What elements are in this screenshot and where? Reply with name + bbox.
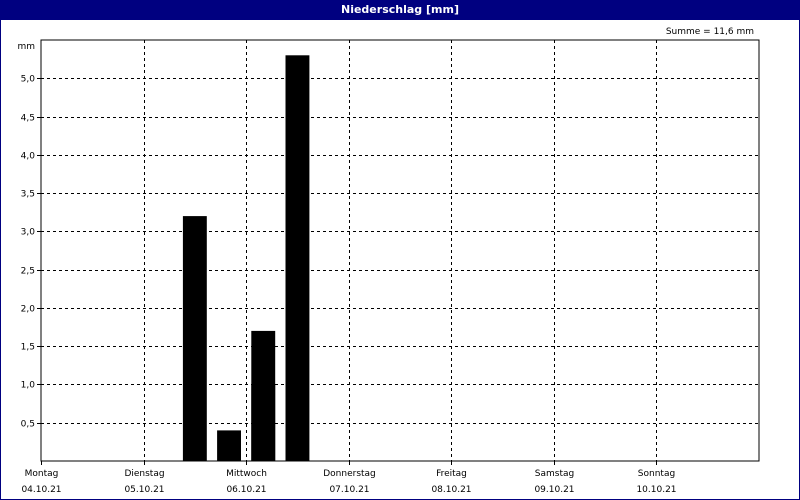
x-weekday-label: Donnerstag — [323, 469, 376, 479]
y-axis-label: mm — [17, 42, 35, 52]
y-tick-label: 2,5 — [21, 267, 35, 277]
plot-border — [40, 39, 760, 462]
y-tick-label: 5,0 — [21, 75, 36, 85]
x-weekday-label: Mittwoch — [226, 469, 267, 479]
x-date-label: 10.10.21 — [636, 485, 676, 495]
window-title: Niederschlag [mm] — [0, 0, 800, 20]
x-weekday-label: Sonntag — [638, 469, 675, 479]
bar — [285, 55, 310, 462]
bar — [217, 430, 241, 461]
y-tick-label: 1,0 — [21, 381, 36, 391]
y-tick-label: 3,5 — [21, 190, 35, 200]
y-tick-label: 1,5 — [21, 343, 35, 353]
x-date-label: 04.10.21 — [21, 485, 61, 495]
bar — [251, 330, 276, 461]
y-tick-label: 4,0 — [21, 152, 36, 162]
x-weekday-label: Montag — [25, 469, 59, 479]
sum-annotation: Summe = 11,6 mm — [666, 27, 754, 37]
x-weekday-label: Freitag — [436, 469, 467, 479]
y-tick-label: 2,0 — [21, 305, 36, 315]
x-date-label: 05.10.21 — [124, 485, 164, 495]
bar — [182, 216, 207, 461]
labels: 0,5 1,0 1,5 2,0 2,5 3,0 3,5 4,0 4,5 5,0 Montag 04.1… — [17, 27, 754, 495]
y-tick-label: 3,0 — [21, 228, 36, 238]
x-weekday-label: Samstag — [535, 469, 574, 479]
y-tick-label: 0,5 — [21, 420, 35, 430]
x-date-label: 06.10.21 — [226, 485, 266, 495]
x-date-label: 07.10.21 — [329, 485, 369, 495]
axes — [37, 39, 760, 465]
y-tick-label: 4,5 — [21, 114, 35, 124]
grid-lines — [41, 40, 759, 461]
bars — [182, 55, 310, 462]
x-date-label: 08.10.21 — [431, 485, 471, 495]
x-weekday-label: Dienstag — [124, 469, 164, 479]
x-date-label: 09.10.21 — [534, 485, 574, 495]
